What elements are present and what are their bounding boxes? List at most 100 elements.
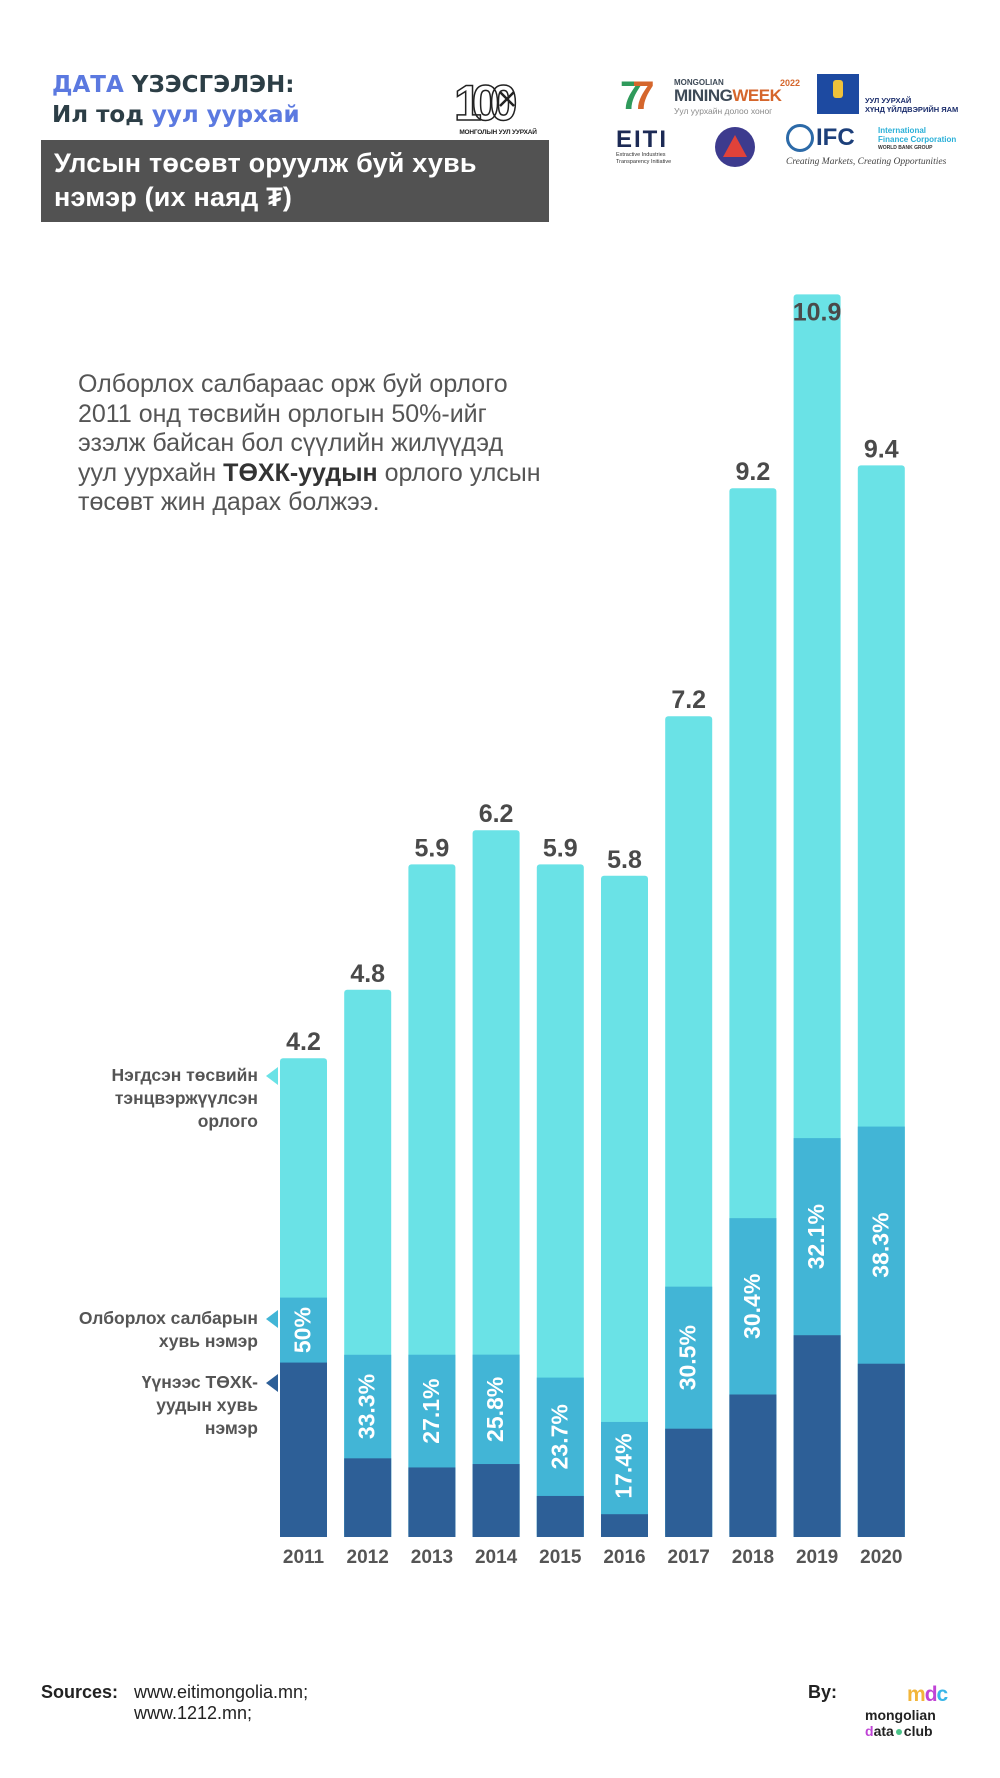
ministry-name-line1: УУЛ УУРХАЙ	[865, 96, 912, 105]
logo-ministry: УУЛ УУРХАЙ ХҮНД ҮЙЛДВЭРИЙН ЯАМ	[817, 74, 987, 118]
triangle-emblem-icon	[715, 127, 755, 167]
legend-label-line: Олборлох салбарын	[78, 1308, 258, 1328]
bar-soe-2011	[280, 1362, 327, 1537]
x-tick-label: 2015	[539, 1547, 582, 1568]
total-value-label: 10.9	[793, 298, 842, 326]
chart-title-line2: нэмэр (их наяд ₮)	[54, 182, 293, 212]
legend-label-line: орлого	[197, 1111, 258, 1131]
mdc-line2-club: club	[903, 1723, 933, 1739]
x-tick-label: 2014	[475, 1547, 518, 1568]
kicker-accent: ДАТА	[52, 72, 124, 98]
logo-eiti: EITI Extractive Industries Transparency …	[616, 128, 706, 168]
mining-week-name-b: WEEK	[732, 86, 782, 105]
source-link[interactable]: www.1212.mn;	[134, 1703, 253, 1723]
legend-item-extractive-contribution: Олборлох салбарын хувь нэмэр	[78, 1307, 278, 1353]
bar-soe-2014	[472, 1464, 520, 1537]
mdc-line2-d: d	[865, 1723, 874, 1739]
ifc-name: International Finance Corporation	[878, 126, 956, 144]
intro-text-before: Олборлох салбараас орж буй орлого 2011 о…	[78, 370, 508, 487]
ifc-name-line1: International	[878, 126, 927, 135]
eiti-sub-line2: Transparency Initiative	[616, 159, 672, 165]
legend-label-line: уудын хувь	[156, 1395, 258, 1415]
intro-text-bold: ТӨХК-уудын	[223, 458, 378, 487]
mining-share-label: 32.1%	[803, 1204, 829, 1269]
total-value-label: 9.4	[864, 435, 899, 463]
logo-mining-week: 77 MONGOLIAN 2022 MININGWEEK Уул уурхайн…	[620, 74, 800, 120]
chart-title-box: Улсын төсөвт оруулж буй хувь нэмэр (их н…	[41, 140, 549, 222]
legend-marker-balanced-revenue-icon	[266, 1067, 278, 1085]
soyombo-emblem-icon	[817, 74, 859, 114]
total-value-label: 9.2	[736, 458, 771, 486]
legend-label-line: тэнцвэржүүлсэн	[114, 1088, 258, 1108]
legend-label-line: Үүнээс ТӨХК-	[141, 1372, 258, 1392]
mining-week-name: MININGWEEK	[674, 86, 782, 106]
mining-share-label: 38.3%	[867, 1213, 893, 1278]
bar-soe-2015	[536, 1495, 584, 1537]
total-value-label: 5.9	[543, 834, 578, 862]
ifc-group: WORLD BANK GROUP	[878, 145, 933, 151]
logo-mongolian-data-club: mdc mongolian data club	[855, 1683, 965, 1743]
eiti-sub-line1: Extractive Industries	[616, 152, 666, 158]
bar-soe-2019	[793, 1335, 841, 1537]
legend-marker-extractive-icon	[266, 1310, 278, 1328]
x-tick-label: 2012	[347, 1547, 389, 1568]
x-tick-label: 2020	[860, 1547, 902, 1568]
intro-text-after: орлого улсын төсөвт жин дарах болжээ.	[78, 458, 541, 517]
mining-share-label: 25.8%	[482, 1377, 508, 1442]
bar-soe-2016	[601, 1514, 648, 1537]
bar-total-2016	[601, 875, 648, 1537]
mining-share-label: 30.4%	[739, 1274, 765, 1339]
kicker-heading: ДАТА ҮЗЭСГЭЛЭН: Ил тод уул уурхай	[52, 70, 300, 130]
ifc-mark: IFC	[816, 124, 855, 151]
sources-label: Sources:	[41, 1682, 119, 1702]
ministry-name-line2: ХҮНД ҮЙЛДВЭРИЙН ЯАМ	[865, 105, 959, 114]
logo-100-years-mining: 100 МОНГОЛЫН УУЛ УУРХАЙ	[452, 72, 544, 136]
kicker-rest: ҮЗЭСГЭЛЭН:	[123, 72, 295, 98]
mining-share-label: 50%	[290, 1307, 316, 1353]
mining-share-label: 33.3%	[354, 1374, 380, 1439]
legend-marker-soe-icon	[266, 1374, 278, 1392]
mining-week-top: MONGOLIAN	[674, 78, 724, 87]
sources-urls: www.eitimongolia.mn; www.1212.mn;	[134, 1682, 434, 1724]
x-tick-label: 2019	[796, 1547, 838, 1568]
bar-total-2015	[536, 864, 584, 1537]
logo-100-caption: МОНГОЛЫН УУЛ УУРХАЙ	[459, 129, 537, 136]
mdc-line1: mongolian	[865, 1707, 936, 1723]
bar-soe-2020	[857, 1363, 905, 1537]
source-link[interactable]: www.eitimongolia.mn;	[134, 1682, 309, 1702]
legend-item-soe-contribution: Үүнээс ТӨХК- уудын хувь нэмэр	[141, 1371, 278, 1440]
by-label: By:	[808, 1682, 838, 1702]
total-value-label: 6.2	[479, 800, 514, 828]
x-tick-label: 2017	[668, 1547, 710, 1568]
eiti-mark: EITI	[616, 126, 669, 153]
total-value-label: 4.8	[350, 960, 385, 988]
mdc-line2-ata: ata	[873, 1723, 894, 1739]
legend-item-balanced-revenue: Нэгдсэн төсвийн тэнцвэржүүлсэн орлого	[111, 1064, 278, 1133]
ifc-name-line2: Finance Corporation	[878, 135, 957, 144]
ministry-name: УУЛ УУРХАЙ ХҮНД ҮЙЛДВЭРИЙН ЯАМ	[865, 96, 958, 114]
bar-soe-2012	[344, 1458, 392, 1537]
mining-week-name-a: MINING	[674, 86, 733, 105]
mining-share-label: 17.4%	[611, 1433, 637, 1498]
kicker-line2-accent: уул уурхай	[151, 102, 300, 128]
x-tick-label: 2013	[411, 1547, 453, 1568]
mdc-dot-icon	[895, 1728, 902, 1735]
mining-share-label: 23.7%	[546, 1404, 572, 1469]
mdc-line2: data club	[865, 1723, 933, 1739]
mining-week-year: 2022	[779, 78, 800, 88]
total-value-label: 4.2	[286, 1028, 321, 1056]
mining-week-sub: Уул уурхайн долоо хоног	[674, 106, 773, 116]
logo-100-mark: 100	[453, 74, 526, 132]
mining-share-label: 30.5%	[675, 1325, 701, 1390]
total-value-label: 7.2	[671, 686, 706, 714]
chart-title-line1: Улсын төсөвт оруулж буй хувь	[54, 148, 477, 178]
mdc-mark-icon: mdc	[907, 1683, 948, 1706]
kicker-line2-plain: Ил тод	[52, 102, 152, 128]
intro-paragraph: Олборлох салбараас орж буй орлого 2011 о…	[78, 370, 548, 518]
bar-soe-2018	[729, 1394, 777, 1537]
ifc-tagline: Creating Markets, Creating Opportunities	[786, 157, 947, 167]
bar-soe-2017	[665, 1428, 713, 1537]
legend-label-line: Нэгдсэн төсвийн	[111, 1065, 258, 1085]
mining-share-label: 27.1%	[418, 1378, 444, 1443]
